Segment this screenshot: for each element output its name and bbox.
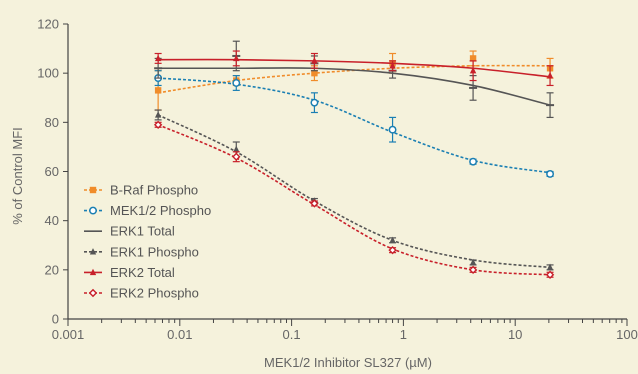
data-point [389,62,396,69]
series-erk2-total [154,50,554,87]
legend: B-Raf Phospho MEK1/2 Phospho ERK1 Total ERK… [84,183,211,301]
y-tick-label: 20 [45,262,59,277]
x-tick-label: 100 [616,327,638,342]
fit-curve [157,124,551,276]
data-point [468,265,478,275]
y-axis-label: % of Control MFI [10,127,25,225]
data-point [545,270,555,279]
x-tick-label: 0.01 [167,327,192,342]
data-point [388,125,397,134]
fit-curve [158,67,551,106]
data-point [469,67,477,74]
legend-item-erk2-phospho: ERK2 Phospho [84,286,199,301]
x-tick-label: 1 [400,327,407,342]
legend-label: MEK1/2 Phospho [110,203,211,218]
legend-item-erk1-phospho: ERK1 Phospho [84,244,199,259]
legend-label: ERK2 Phospho [110,286,199,301]
data-point [311,57,318,64]
data-point [233,54,240,62]
axes: 0 20 40 60 80 100 120 0.001 0.01 0.1 1 10 100 [37,17,638,343]
fit-curve [157,114,551,269]
data-point [546,263,554,271]
x-tick-label: 0.001 [52,327,85,342]
legend-marker [89,248,97,255]
legend-item-erk1-total: ERK1 Total [84,224,175,239]
legend-marker [89,186,97,194]
x-tick-label: 10 [508,327,522,342]
legend-label: B-Raf Phospho [110,183,198,198]
series-mek1-2-phospho [154,70,555,178]
data-point [546,170,555,178]
data-point [232,152,241,161]
legend-label: ERK2 Total [110,265,175,280]
series-erk1-total [154,40,555,119]
data-point [546,71,554,79]
y-tick-label: 100 [37,66,59,81]
fit-curve [158,58,551,78]
y-tick-label: 0 [52,312,59,327]
data-point [389,236,396,244]
series-erk2-phospho [153,120,555,279]
legend-item-b-raf-phospho: B-Raf Phospho [84,183,198,198]
data-point [310,199,319,208]
x-tick-label: 0.1 [283,327,301,342]
series-erk1-phospho [154,109,554,271]
legend-label: ERK1 Phospho [110,244,199,259]
data-point [233,145,240,153]
data-point [154,54,162,62]
y-tick-label: 40 [45,213,59,228]
data-point [388,245,397,255]
x-axis-label: MEK1/2 Inhibitor SL327 (µM) [264,355,432,370]
data-point [154,87,162,94]
data-point [310,98,319,107]
data-point [153,120,163,129]
legend-label: ERK1 Total [110,224,175,239]
legend-marker [89,268,97,276]
legend-item-erk2-total: ERK2 Total [84,265,175,280]
legend-marker [89,206,97,215]
data-point [232,79,241,87]
data-point [154,111,162,118]
y-tick-label: 60 [45,164,59,179]
data-point [311,69,318,77]
legend-item-mek1-2-phospho: MEK1/2 Phospho [84,203,211,218]
y-tick-label: 120 [37,17,59,32]
fit-curve [158,77,551,174]
data-point [469,258,477,266]
data-point [469,157,478,166]
series-layer [153,40,555,279]
data-point [469,55,477,62]
legend-marker [88,288,98,298]
y-tick-label: 80 [45,115,59,130]
